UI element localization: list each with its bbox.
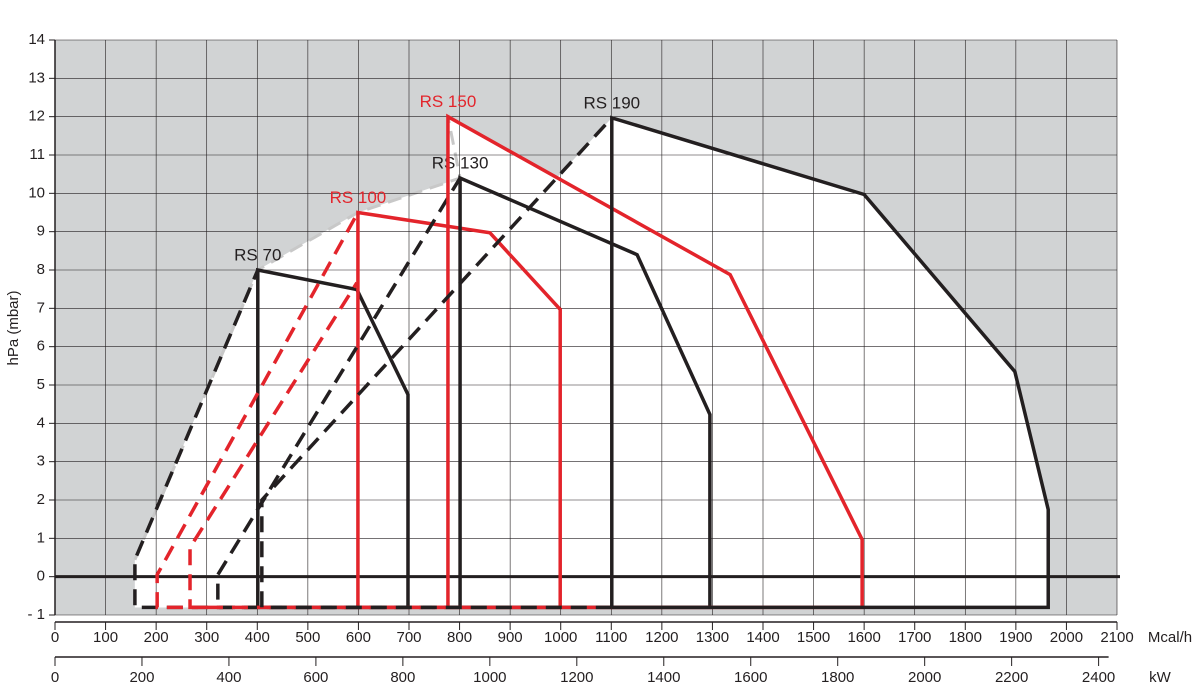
x-tick-label: 400 [245,629,270,646]
y-tick-label: 7 [37,299,45,316]
x-tick-label: 1300 [696,629,729,646]
x-tick-label: 1400 [746,629,779,646]
dashed-line [260,116,614,610]
x-tick-label: 700 [396,629,421,646]
x-tick-label: 1700 [898,629,931,646]
series-label: RS 130 [432,153,489,172]
x-axis-label: Mcal/h [1148,629,1192,646]
y-tick-label: 5 [37,376,45,393]
x2-tick-label: 600 [303,669,328,686]
x-tick-label: 600 [346,629,371,646]
series-label: RS 190 [583,93,640,112]
x-tick-label: 0 [51,629,59,646]
dashed-line [188,281,448,610]
y-tick-label: - 1 [27,606,45,623]
x-tick-label: 1100 [595,629,627,646]
series-label: RS 150 [420,92,477,111]
x2-axis-label: kW [1149,669,1172,686]
y-tick-label: 13 [28,69,45,86]
series-label: RS 100 [330,188,387,207]
x-tick-label: 1600 [847,629,880,646]
x2-tick-label: 1400 [647,669,680,686]
x2-tick-label: 2200 [995,669,1028,686]
x2-tick-label: 1600 [734,669,767,686]
x-tick-label: 1500 [797,629,830,646]
field-envelope [134,116,461,608]
x-tick-label: 800 [447,629,472,646]
x-tick-label: 300 [194,629,219,646]
y-tick-label: 1 [37,529,45,546]
x2-tick-label: 2400 [1082,669,1115,686]
x-tick-label: 2000 [1050,629,1083,646]
y-tick-label: 3 [37,453,45,470]
x-tick-label: 200 [144,629,169,646]
y-tick-label: 12 [28,108,45,125]
y-axis-label: hPa (mbar) [5,290,22,365]
series-label: RS 70 [234,245,281,264]
x-tick-label: 2100 [1100,629,1133,646]
y-tick-label: 4 [37,414,45,431]
y-tick-label: 2 [37,491,45,508]
y-tick-label: 6 [37,338,45,355]
x2-tick-label: 400 [216,669,241,686]
y-tick-label: 11 [29,146,45,163]
x-tick-label: 500 [295,629,320,646]
x-tick-label: 900 [498,629,523,646]
y-tick-label: 14 [28,31,45,48]
y-tick-label: 0 [37,568,45,585]
x-tick-label: 1200 [645,629,678,646]
x-tick-label: 1000 [544,629,577,646]
y-tick-label: 10 [28,184,45,201]
x2-tick-label: 0 [51,669,59,686]
y-tick-label: 8 [37,261,45,278]
y-tick-label: 9 [37,223,45,240]
x-tick-label: 1900 [999,629,1032,646]
x2-tick-label: 1200 [560,669,593,686]
x2-tick-label: 1800 [821,669,854,686]
x-tick-label: 100 [93,629,118,646]
solid-line [610,115,1050,610]
x2-tick-label: 800 [390,669,415,686]
dashed-line [216,177,462,610]
x2-tick-label: 2000 [908,669,941,686]
x2-tick-label: 1000 [473,669,506,686]
x-tick-label: 1800 [949,629,982,646]
x2-tick-label: 200 [129,669,154,686]
